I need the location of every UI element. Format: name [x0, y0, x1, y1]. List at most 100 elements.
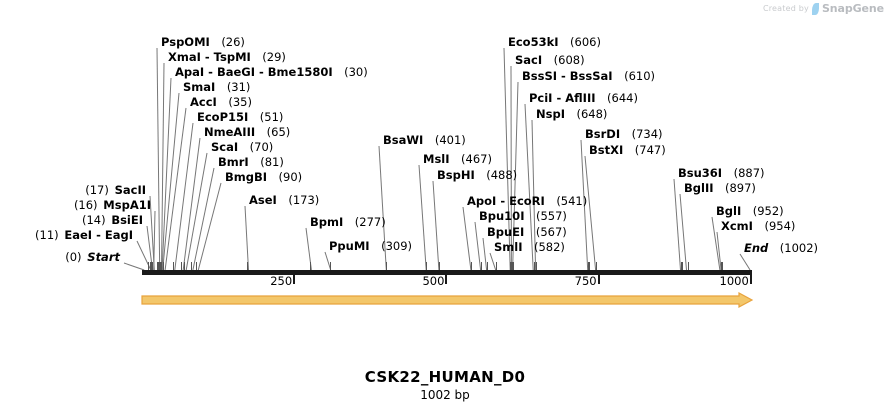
site-label-bsssi[interactable]: BssSI - BssSaI (610)	[522, 70, 655, 82]
site-label-bsu36i[interactable]: Bsu36I (887)	[678, 167, 765, 179]
site-label-bglii[interactable]: BglII (897)	[684, 182, 756, 194]
site-label-apai[interactable]: ApaI - BaeGI - Bme1580I (30)	[175, 66, 368, 78]
orf-arrow-shape[interactable]	[141, 292, 754, 309]
site-label-nspi[interactable]: NspI (648)	[536, 108, 607, 120]
cut-site-tick	[159, 262, 161, 270]
site-position: (467)	[461, 152, 492, 166]
cut-site-tick	[681, 262, 683, 270]
site-enzyme-name: BspHI	[437, 168, 475, 182]
cut-site-tick	[596, 262, 598, 270]
map-footer: CSK22_HUMAN_D0 1002 bp	[0, 368, 890, 402]
site-label-bstxi[interactable]: BstXI (747)	[589, 144, 666, 156]
snapgene-leaf-icon	[811, 2, 819, 15]
site-label-asei[interactable]: AseI (173)	[249, 194, 319, 206]
site-enzyme-name: AseI	[249, 193, 277, 207]
site-position: (608)	[553, 53, 585, 67]
cut-site-tick	[190, 262, 192, 270]
ruler-bar	[142, 270, 752, 275]
site-enzyme-name: BpmI	[310, 215, 344, 229]
site-position: (488)	[486, 168, 518, 182]
site-label-saci[interactable]: SacI (608)	[515, 54, 585, 66]
site-label-end[interactable]: End (1002)	[744, 242, 818, 254]
cut-site-tick	[151, 262, 154, 270]
site-label-mspa1i[interactable]: (16) MspA1I	[0, 199, 151, 211]
site-label-bmgbi[interactable]: BmgBI (90)	[225, 171, 302, 183]
site-position: (173)	[288, 193, 320, 207]
cut-site-tick	[438, 262, 440, 270]
site-enzyme-name: XcmI	[721, 219, 753, 233]
site-label-bsphi[interactable]: BspHI (488)	[437, 169, 517, 181]
site-enzyme-name: BmrI	[218, 155, 249, 169]
site-enzyme-name: ApoI - EcoRI	[467, 194, 545, 208]
site-enzyme-name: BglI	[716, 204, 742, 218]
sequence-length: 1002 bp	[420, 388, 470, 402]
site-label-pcii[interactable]: PciI - AflIII (644)	[529, 92, 638, 104]
site-label-smai[interactable]: SmaI (31)	[183, 81, 250, 93]
site-position: (30)	[344, 65, 368, 79]
site-label-nmeaiii[interactable]: NmeAIII (65)	[204, 126, 290, 138]
leader-line-bstxi	[584, 155, 597, 271]
site-label-acci[interactable]: AccI (35)	[190, 96, 252, 108]
site-enzyme-name: SacII	[114, 183, 146, 197]
site-position: (14)	[81, 213, 106, 227]
orf-arrow[interactable]	[140, 292, 755, 310]
leader-line-bsu36i	[673, 178, 681, 271]
cut-site-tick	[511, 262, 513, 270]
axis-tick-1000	[749, 275, 752, 284]
site-label-sacii[interactable]: (17) SacII	[0, 184, 146, 196]
axis-tick-500	[445, 275, 448, 284]
site-label-ppumi[interactable]: PpuMI (309)	[329, 240, 412, 252]
site-label-bsawi[interactable]: BsaWI (401)	[383, 134, 466, 146]
site-position: (31)	[226, 80, 251, 94]
cut-site-tick	[588, 262, 590, 270]
site-label-xcmi[interactable]: XcmI (954)	[721, 220, 795, 232]
site-label-bpuei[interactable]: BpuEI (567)	[487, 226, 567, 238]
site-position: (81)	[260, 155, 284, 169]
site-label-smli[interactable]: SmlI (582)	[494, 241, 565, 253]
cut-site-tick	[160, 262, 162, 270]
site-label-mslii[interactable]: MslI (467)	[423, 153, 492, 165]
site-enzyme-name: AccI	[190, 95, 217, 109]
site-enzyme-name: SmaI	[183, 80, 216, 94]
site-position: (1002)	[779, 241, 819, 255]
site-position: (644)	[607, 91, 638, 105]
leader-line-asei	[244, 205, 249, 271]
site-label-bsrdi[interactable]: BsrDI (734)	[585, 128, 663, 140]
site-enzyme-name: Eco53kI	[508, 35, 559, 49]
cut-site-tick	[184, 262, 186, 270]
site-label-bpmi[interactable]: BpmI (277)	[310, 216, 386, 228]
site-label-bgli[interactable]: BglI (952)	[716, 205, 784, 217]
site-label-xmai[interactable]: XmaI - TspMI (29)	[168, 51, 286, 63]
site-position: (16)	[73, 198, 98, 212]
site-label-eco53ki[interactable]: Eco53kI (606)	[508, 36, 601, 48]
leader-line-scai	[185, 152, 208, 271]
site-position: (734)	[631, 127, 663, 141]
cut-site-tick	[535, 262, 538, 270]
site-label-bsiei[interactable]: (14) BsiEI	[0, 214, 143, 226]
cut-site-tick	[510, 262, 512, 270]
site-label-start[interactable]: (0) Start	[0, 251, 120, 263]
site-enzyme-name: XmaI - TspMI	[168, 50, 251, 64]
site-label-ecop15i[interactable]: EcoP15I (51)	[197, 111, 283, 123]
site-label-apoi[interactable]: ApoI - EcoRI (541)	[467, 195, 587, 207]
site-position: (277)	[354, 215, 386, 229]
site-label-pspomi[interactable]: PspOMI (26)	[161, 36, 245, 48]
cut-site-tick	[157, 262, 159, 270]
leader-line-bsphi	[432, 180, 440, 271]
site-label-bpu10i[interactable]: Bpu10I (557)	[479, 210, 567, 222]
site-label-eaei[interactable]: (11) EaeI - EagI	[0, 229, 133, 241]
leader-line-nmeaiii	[182, 137, 201, 271]
cut-site-tick	[486, 262, 488, 270]
site-label-scai[interactable]: ScaI (70)	[211, 141, 273, 153]
site-enzyme-name: NspI	[536, 107, 565, 121]
cut-site-tick	[495, 262, 497, 270]
site-position: (90)	[278, 170, 303, 184]
sequence-name: CSK22_HUMAN_D0	[364, 368, 526, 386]
site-enzyme-name: MspA1I	[103, 198, 151, 212]
site-enzyme-name: MslI	[423, 152, 450, 166]
site-label-bmri[interactable]: BmrI (81)	[218, 156, 284, 168]
axis-label-750: 750	[574, 274, 597, 288]
site-enzyme-name: BsiEI	[111, 213, 143, 227]
site-enzyme-name: Start	[87, 250, 120, 264]
